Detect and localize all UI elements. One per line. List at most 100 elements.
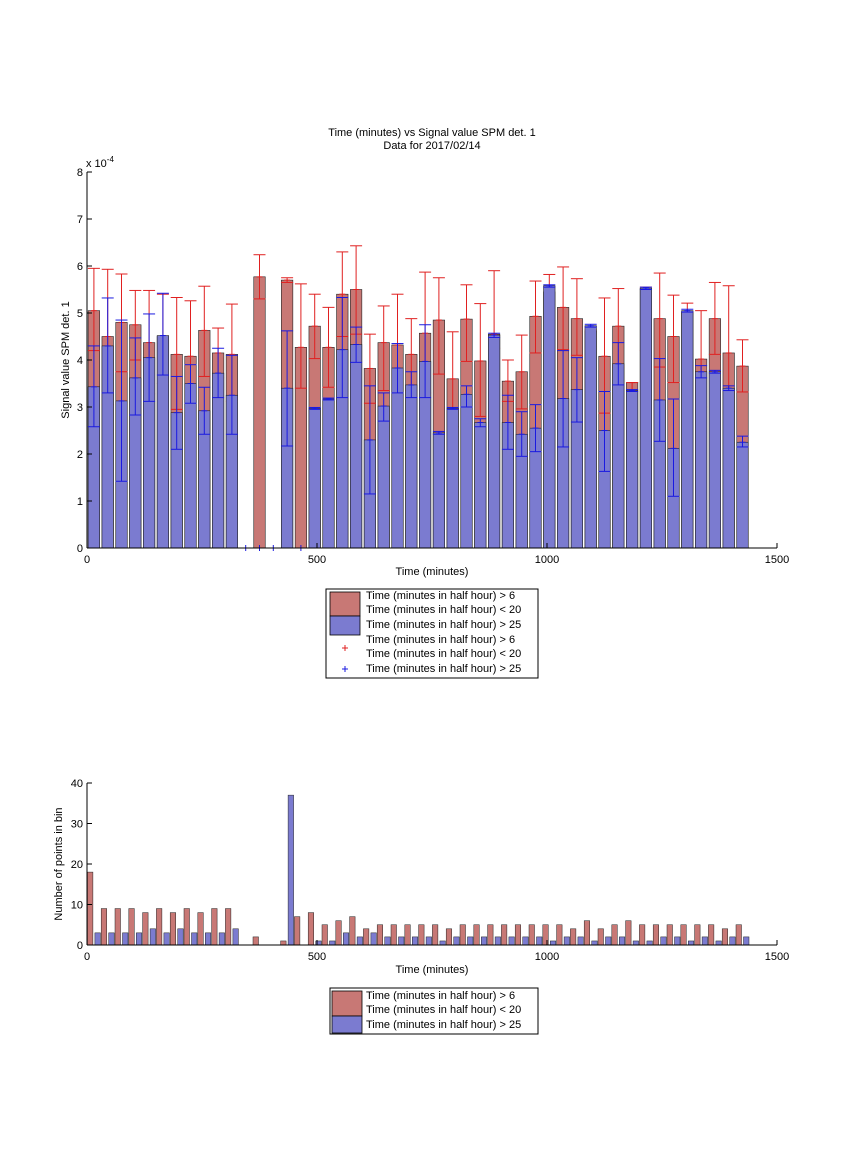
chart1-errorbar-red-12 (281, 277, 294, 283)
chart1-errorbar-blue-44 (695, 365, 708, 379)
chart2-bar-blue-12 (287, 794, 294, 946)
chart1-errorbar-red-23 (432, 277, 445, 375)
chart2-bar-red-23 (432, 924, 439, 946)
chart2-bar-blue-16 (343, 932, 350, 946)
chart2-y-tick-label-2: 20 (71, 859, 83, 871)
chart1-errorbar-red-13 (294, 283, 307, 389)
chart2-bar-red-2 (114, 908, 121, 946)
chart2-bar-red-26 (473, 924, 480, 946)
chart1-legend-label-5: Time (minutes in half hour) < 20 (366, 648, 521, 660)
chart1-errorbar-blue-39 (626, 389, 639, 392)
chart1-errorbar-blue-20 (363, 385, 376, 495)
chart2-y-tick-label-4: 40 (71, 778, 83, 790)
chart2-ylabel: Number of points in bin (53, 807, 65, 920)
chart2-bar-red-29 (514, 924, 521, 946)
chart1-plot-area: 0 500 1000 1500 0 1 2 3 4 5 6 7 8 (77, 167, 789, 566)
chart1-errorbar-blue-37 (598, 390, 611, 472)
chart1-x-tick-label-0: 0 (84, 554, 90, 566)
chart2-bar-red-8 (197, 912, 204, 946)
chart1-errorbar-blue-5 (156, 292, 169, 376)
chart2-bar-blue-0 (94, 932, 101, 946)
chart2-bar-blue-17 (356, 936, 363, 946)
chart2-bar-red-39 (652, 924, 659, 946)
chart1-errorbar-red-26 (474, 303, 487, 417)
chart2-bar-red-20 (390, 924, 397, 946)
chart1-errorbar-blue-26 (446, 406, 459, 410)
chart1-y-tick-label-4: 4 (77, 355, 83, 367)
chart1-errorbar-blue-33 (543, 284, 556, 288)
chart1-errorbar-blue-40 (639, 286, 652, 290)
chart2-bar-blue-9 (218, 932, 225, 946)
chart1-bar-blue-16 (308, 408, 321, 549)
chart2-legend-label-1: Time (minutes in half hour) > 6 (366, 990, 515, 1002)
chart2-bar-blue-39 (660, 936, 667, 946)
chart2-bar-red-5 (156, 908, 163, 946)
chart1-errorbar-blue-38 (612, 342, 625, 386)
chart2-x-tick-label-0: 0 (84, 951, 90, 963)
chart1-errorbar-blue-41 (653, 358, 666, 442)
chart2-bar-blue-2 (122, 932, 129, 946)
chart1-errorbar-blue-0 (87, 345, 100, 428)
chart2-bar-red-28 (501, 924, 508, 946)
chart1-bar-blue-39 (626, 390, 639, 549)
chart1-errorbar-blue-7 (184, 364, 197, 404)
chart1-bar-blue-47 (736, 441, 749, 549)
chart2-bar-red-1 (100, 908, 107, 946)
chart1-errorbar-blue-47 (736, 435, 749, 448)
chart1-ylabel: Signal value SPM det. 1 (60, 301, 72, 418)
chart1-errorbar-blue-10 (225, 354, 238, 435)
chart2-bar-blue-25 (467, 936, 474, 946)
chart1-errorbar-blue-45 (708, 369, 721, 374)
chart1-y-tick-label-1: 1 (77, 496, 83, 508)
chart2-bar-red-0 (87, 871, 94, 946)
chart2-bar-blue-34 (591, 940, 598, 946)
chart2-bar-red-32 (556, 924, 563, 946)
chart1-errorbar-blue-3 (129, 337, 142, 416)
chart2-bar-blue-4 (149, 928, 156, 946)
chart1-exponent-label: x 10-4 (86, 155, 114, 170)
chart2-bar-blue-36 (619, 936, 626, 946)
chart1-errorbar-red-14 (308, 293, 321, 360)
chart1-bar-red-11 (253, 276, 266, 549)
chart2-bar-red-41 (680, 924, 687, 946)
chart2-bar-red-38 (639, 924, 646, 946)
chart1-legend-label-2: Time (minutes in half hour) < 20 (366, 604, 521, 616)
chart1-bar-blue-25 (432, 432, 445, 549)
chart1-errorbar-red-19 (377, 305, 390, 392)
chart1-legend-marker-red (342, 645, 348, 651)
chart2-bar-blue-30 (536, 936, 543, 946)
chart2-bar-red-30 (528, 924, 535, 946)
chart2-bar-blue-40 (674, 936, 681, 946)
chart2-bar-blue-32 (563, 936, 570, 946)
chart2-bar-blue-37 (632, 940, 639, 946)
chart2-bar-blue-26 (481, 936, 488, 946)
chart1-bar-blue-9 (212, 372, 225, 549)
chart1-errorbar-red-29 (515, 334, 528, 410)
chart2-bar-blue-43 (715, 940, 722, 946)
chart1-errorbar-blue-28 (474, 418, 487, 428)
chart2-bar-red-7 (183, 908, 190, 946)
chart2-legend: Time (minutes in half hour) > 6 Time (mi… (329, 987, 539, 1035)
chart1-errorbar-red-43 (708, 281, 721, 355)
chart1-y-tick-label-0: 0 (77, 543, 83, 555)
chart1-errorbar-red-32 (557, 266, 570, 351)
chart1-errorbar-blue-17 (322, 397, 335, 401)
chart2-bar-red-22 (418, 924, 425, 946)
chart1-legend-label-6: Time (minutes in half hour) > 25 (366, 663, 521, 675)
chart1-errorbar-blue-9 (212, 347, 225, 399)
chart1-bar-blue-27 (460, 394, 473, 549)
chart1-bar-blue-28 (474, 422, 487, 549)
chart2-bar-blue-1 (108, 932, 115, 946)
chart1-legend-marker-blue (342, 666, 348, 672)
chart1-errorbar-blue-19 (350, 326, 363, 363)
chart1-errorbar-blue-8 (198, 386, 211, 435)
chart1-title: Time (minutes) vs Signal value SPM det. … (328, 127, 535, 139)
chart1-errorbar-blue-4 (143, 313, 156, 402)
chart1-errorbar-blue-46 (722, 385, 735, 392)
chart1-bar-blue-21 (377, 405, 390, 549)
chart2-plot-area: 0 500 1000 1500 0 10 20 30 40 (71, 778, 789, 963)
chart2-bar-red-36 (611, 924, 618, 946)
chart1-legend-label-3: Time (minutes in half hour) > 25 (366, 619, 521, 631)
chart2-bar-blue-20 (398, 936, 405, 946)
